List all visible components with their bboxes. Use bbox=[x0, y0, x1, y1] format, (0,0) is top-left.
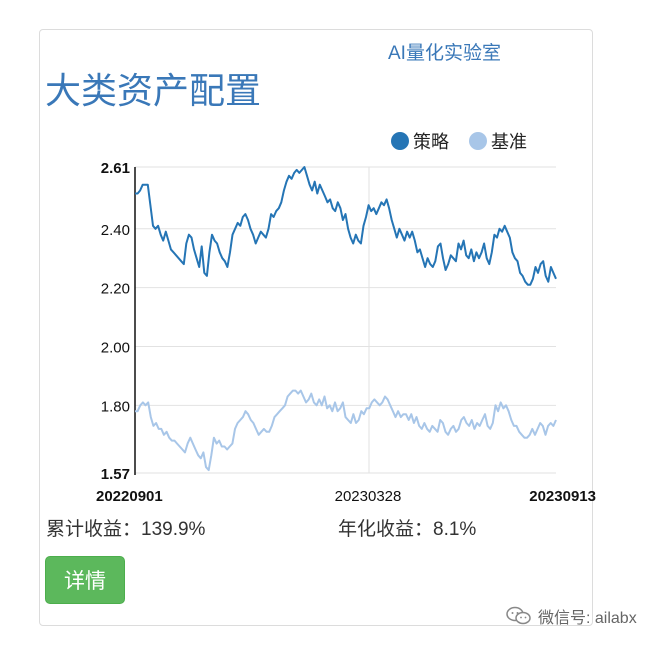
x-tick-label-1: 20230328 bbox=[335, 488, 402, 505]
chart-card bbox=[39, 29, 593, 626]
x-tick-label-0: 20220901 bbox=[96, 488, 163, 505]
x-tick-label-2: 20230913 bbox=[529, 488, 596, 505]
cumulative-return-value: 139.9% bbox=[141, 519, 206, 540]
y-tick-label-3: 2.00 bbox=[101, 339, 130, 356]
y-tick-label-0: 2.61 bbox=[101, 160, 130, 177]
cumulative-return-label: 累计收益： bbox=[46, 519, 142, 540]
cumulative-return: 累计收益：139.9% bbox=[46, 514, 205, 541]
legend-dot-strategy-icon bbox=[391, 132, 409, 150]
y-tick-label-5: 1.57 bbox=[101, 466, 130, 483]
y-tick-label-1: 2.40 bbox=[101, 222, 130, 239]
legend-dot-benchmark-icon bbox=[469, 132, 487, 150]
page-title: 大类资产配置 bbox=[45, 70, 262, 111]
annual-return-value: 8.1% bbox=[433, 519, 477, 540]
legend-item-strategy[interactable]: 策略 bbox=[391, 128, 449, 154]
legend-item-benchmark[interactable]: 基准 bbox=[469, 128, 527, 154]
wechat-icon bbox=[506, 606, 531, 625]
annual-return-label: 年化收益： bbox=[338, 519, 434, 540]
brand-label: AI量化实验室 bbox=[388, 43, 501, 64]
watermark-text: 微信号: ailabx bbox=[538, 610, 637, 627]
y-tick-label-4: 1.80 bbox=[101, 398, 130, 415]
annual-return: 年化收益：8.1% bbox=[338, 514, 476, 541]
series-line-1 bbox=[135, 389, 557, 472]
legend-label-benchmark: 基准 bbox=[491, 132, 527, 152]
watermark: 微信号: ailabx bbox=[506, 604, 637, 628]
legend-label-strategy: 策略 bbox=[413, 132, 449, 152]
details-button[interactable]: 详情 bbox=[45, 556, 125, 604]
y-tick-label-2: 2.20 bbox=[101, 281, 130, 298]
series-line-0 bbox=[135, 166, 557, 286]
